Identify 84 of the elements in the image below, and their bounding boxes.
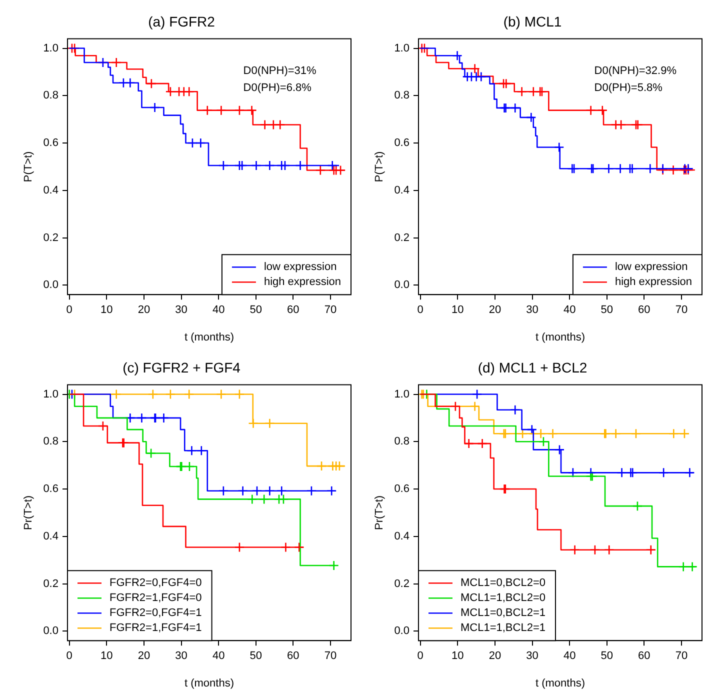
- x-tick-label: 30: [175, 650, 188, 662]
- x-tick-label: 40: [563, 304, 576, 316]
- chart-title: (a) FGFR2: [148, 13, 216, 30]
- x-tick-label: 0: [417, 650, 424, 662]
- x-tick-label: 50: [600, 304, 613, 316]
- legend-label: high expression: [264, 276, 342, 288]
- x-tick-label: 10: [100, 650, 113, 662]
- y-tick-label: 0.0: [394, 625, 410, 638]
- y-tick-label: 0.6: [43, 137, 58, 150]
- legend-label: high expression: [614, 276, 692, 288]
- legend-label: FGFR2=0,FGF4=0: [109, 577, 202, 590]
- x-tick-label: 50: [250, 304, 262, 316]
- y-tick-label: 0.0: [43, 625, 58, 638]
- x-tick-label: 70: [675, 304, 688, 316]
- x-tick-label: 20: [488, 304, 502, 316]
- x-tick-label: 50: [250, 650, 262, 662]
- x-tick-label: 30: [175, 304, 188, 316]
- x-tick-label: 20: [138, 650, 150, 662]
- y-tick-label: 0.0: [394, 279, 410, 292]
- chart-title: (d) MCL1 + BCL2: [478, 359, 588, 376]
- x-axis-title: t (months): [184, 677, 234, 690]
- x-tick-label: 20: [138, 304, 150, 316]
- x-tick-label: 0: [66, 650, 72, 662]
- y-tick-label: 1.0: [43, 42, 58, 54]
- y-tick-label: 0.4: [394, 184, 410, 196]
- x-tick-label: 60: [287, 650, 300, 662]
- y-axis-title: P(T>t): [22, 151, 35, 182]
- y-tick-label: 1.0: [394, 388, 410, 400]
- legend-label: FGFR2=0,FGF4=1: [109, 607, 202, 620]
- annotation: D0(PH)=5.8%: [594, 82, 663, 94]
- x-tick-label: 60: [287, 304, 300, 316]
- y-tick-label: 0.6: [43, 483, 58, 496]
- annotation: D0(PH)=6.8%: [243, 82, 312, 94]
- x-tick-label: 20: [488, 650, 502, 662]
- x-tick-label: 50: [600, 650, 613, 662]
- y-tick-label: 0.8: [43, 90, 58, 102]
- x-tick-label: 40: [212, 304, 225, 316]
- chart-title: (c) FGFR2 + FGF4: [122, 359, 241, 376]
- legend-label: low expression: [614, 261, 688, 274]
- y-tick-label: 0.4: [43, 530, 58, 542]
- x-tick-label: 10: [452, 650, 464, 662]
- y-tick-label: 0.4: [394, 530, 410, 542]
- annotation: D0(NPH)=31%: [243, 64, 317, 77]
- y-tick-label: 1.0: [394, 42, 410, 54]
- y-tick-label: 0.6: [394, 137, 410, 150]
- legend-label: MCL1=1,BCL2=1: [460, 622, 546, 634]
- x-tick-label: 30: [526, 304, 538, 316]
- x-tick-label: 0: [417, 304, 424, 316]
- y-axis-title: Pr(T>t): [22, 495, 35, 530]
- x-tick-label: 30: [526, 650, 538, 662]
- x-axis-title: t (months): [184, 331, 234, 344]
- x-tick-label: 10: [100, 304, 113, 316]
- legend-label: MCL1=0,BCL2=0: [460, 577, 546, 590]
- x-tick-label: 70: [675, 650, 688, 662]
- x-tick-label: 60: [638, 304, 650, 316]
- y-tick-label: 0.2: [394, 232, 410, 244]
- y-tick-label: 0.4: [43, 184, 58, 196]
- legend-label: FGFR2=1,FGF4=0: [109, 592, 202, 604]
- legend-label: MCL1=0,BCL2=1: [460, 607, 546, 620]
- legend-label: low expression: [264, 261, 337, 274]
- x-tick-label: 40: [563, 650, 576, 662]
- y-tick-label: 0.2: [43, 232, 58, 244]
- x-axis-title: t (months): [535, 331, 586, 344]
- x-tick-label: 60: [638, 650, 650, 662]
- legend-label: MCL1=1,BCL2=0: [460, 592, 546, 604]
- y-tick-label: 0.2: [394, 578, 410, 590]
- y-tick-label: 0.0: [43, 279, 58, 292]
- x-tick-label: 40: [212, 650, 225, 662]
- x-tick-label: 10: [452, 304, 464, 316]
- chart-title: (b) MCL1: [503, 13, 562, 30]
- x-axis-title: t (months): [535, 677, 586, 690]
- y-tick-label: 1.0: [43, 388, 58, 400]
- y-tick-label: 0.8: [394, 90, 410, 102]
- annotation: D0(NPH)=32.9%: [594, 64, 677, 77]
- y-axis-title: Pr(T>t): [374, 495, 386, 530]
- y-axis-title: P(T>t): [374, 151, 386, 182]
- x-tick-label: 70: [324, 304, 337, 316]
- y-tick-label: 0.2: [43, 578, 58, 590]
- x-tick-label: 0: [66, 304, 72, 316]
- y-tick-label: 0.8: [43, 436, 58, 448]
- x-tick-label: 70: [324, 650, 337, 662]
- legend-label: FGFR2=1,FGF4=1: [109, 622, 202, 634]
- y-tick-label: 0.6: [394, 483, 410, 496]
- y-tick-label: 0.8: [394, 436, 410, 448]
